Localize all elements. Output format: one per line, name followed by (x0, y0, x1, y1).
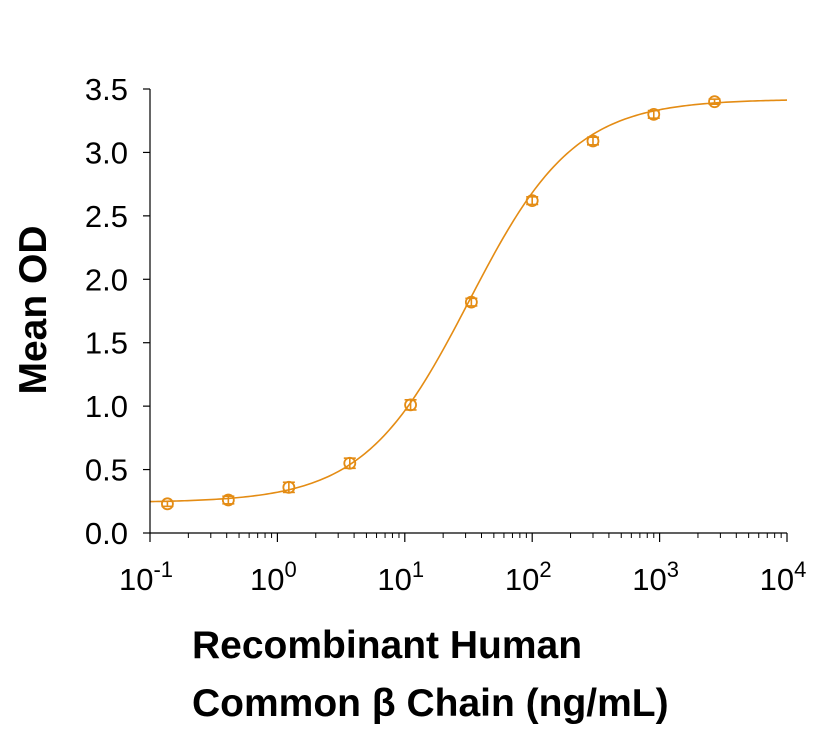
x-tick-label: 102 (505, 557, 552, 597)
x-tick-exponent: 2 (539, 557, 551, 582)
y-tick-label: 0.5 (85, 453, 128, 488)
y-tick-label: 1.5 (85, 326, 128, 361)
data-point (464, 295, 478, 309)
data-point (343, 456, 357, 470)
y-tick-label: 3.0 (85, 135, 128, 170)
x-tick-base: 10 (250, 562, 284, 597)
point-marker (221, 493, 235, 507)
data-point (708, 95, 721, 109)
fit-curve (149, 99, 788, 503)
axes (143, 88, 788, 542)
x-tick-base: 10 (505, 562, 539, 597)
point-marker (404, 398, 417, 412)
point-marker (647, 107, 661, 121)
x-tick-base: 10 (632, 562, 666, 597)
y-tick-label: 2.0 (85, 262, 128, 297)
x-tick-exponent: 0 (285, 557, 297, 582)
y-tick-label: 2.5 (85, 199, 128, 234)
data-point (525, 194, 539, 208)
x-tick-base: 10 (760, 562, 794, 597)
data-point (647, 107, 661, 121)
point-marker (282, 480, 296, 494)
x-tick-label: 104 (760, 557, 807, 597)
x-tick-label: 103 (632, 557, 679, 597)
x-tick-label: 100 (250, 557, 297, 597)
point-marker (464, 295, 478, 309)
y-axis-title: Mean OD (12, 225, 55, 394)
x-tick-exponent: -1 (153, 557, 173, 582)
y-tick-label: 1.0 (85, 389, 128, 424)
data-point (282, 480, 296, 494)
point-marker (525, 194, 539, 208)
x-tick-label: 101 (377, 557, 424, 597)
fit-curve-layer (149, 99, 788, 503)
point-marker (161, 497, 174, 511)
x-tick-base: 10 (377, 562, 411, 597)
x-axis-title-line-1: Recombinant Human (192, 624, 582, 667)
x-tick-exponent: 3 (667, 557, 679, 582)
point-marker (708, 95, 721, 109)
data-point (161, 497, 174, 511)
x-tick-base: 10 (119, 562, 153, 597)
point-marker (586, 134, 600, 148)
data-points-layer (161, 95, 721, 511)
x-tick-exponent: 1 (412, 557, 424, 582)
data-point (586, 134, 600, 148)
point-marker (343, 456, 357, 470)
y-tick-label: 3.5 (85, 72, 128, 107)
x-tick-exponent: 4 (794, 557, 806, 582)
x-axis-title-line-2: Common β Chain (ng/mL) (192, 682, 669, 725)
data-point (221, 493, 235, 507)
y-tick-label: 0.0 (85, 516, 128, 551)
tick-labels: 0.00.51.01.52.02.53.03.510-1 100 101 102 103… (85, 72, 806, 597)
data-point (404, 398, 417, 412)
x-tick-label: 10-1 (119, 557, 173, 597)
